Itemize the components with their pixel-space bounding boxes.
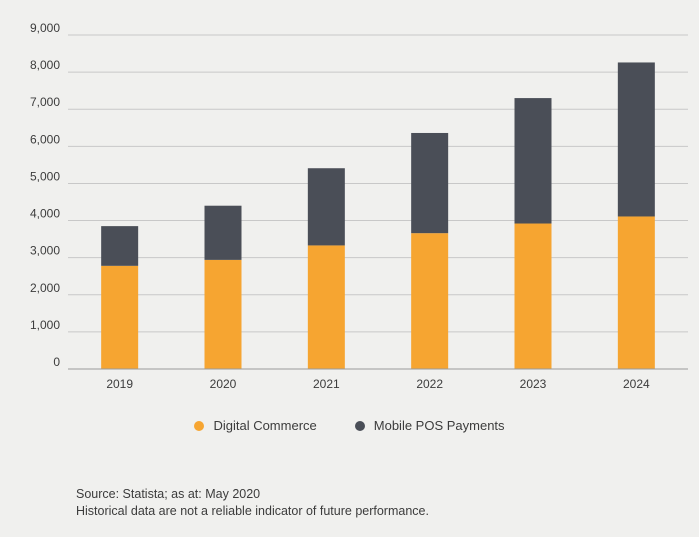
bar-digital-commerce-2022: [411, 233, 449, 369]
x-tick-label: 2021: [313, 377, 340, 391]
source-text: Source: Statista; as at: May 2020: [76, 487, 261, 501]
bars: [101, 62, 655, 369]
gridlines: [68, 34, 688, 333]
legend-swatch-mobile-pos: [354, 420, 365, 431]
bar-mobile-pos-2019: [101, 226, 139, 266]
y-tick-label: 5,000: [30, 169, 60, 183]
y-tick-label: 1,000: [30, 318, 60, 332]
y-tick-label: 8,000: [30, 58, 60, 72]
legend-item-digital-commerce: Digital Commerce: [194, 418, 317, 433]
bar-mobile-pos-2022: [411, 132, 449, 234]
bar-digital-commerce-2019: [101, 265, 139, 369]
y-tick-label: 2,000: [30, 281, 60, 295]
disclaimer-text: Historical data are not a reliable indic…: [76, 504, 429, 518]
x-tick-label: 2020: [210, 377, 237, 391]
legend: Digital Commerce Mobile POS Payments: [0, 418, 699, 433]
source-note: Source: Statista; as at: May 2020 Histor…: [76, 486, 429, 520]
legend-item-mobile-pos: Mobile POS Payments: [354, 418, 505, 433]
bar-digital-commerce-2021: [307, 245, 345, 369]
y-tick-label: 0: [53, 355, 60, 369]
x-tick-label: 2022: [416, 377, 443, 391]
legend-swatch-digital-commerce: [194, 420, 205, 431]
stacked-bar-chart: 0 1,000 2,000 3,000 4,000 5,000 6,000 7,000 8,00…: [30, 21, 688, 391]
bar-mobile-pos-2020: [204, 205, 242, 260]
bar-digital-commerce-2020: [204, 259, 242, 369]
x-tick-label: 2023: [520, 377, 547, 391]
y-tick-label: 3,000: [30, 244, 60, 258]
bar-mobile-pos-2021: [307, 168, 345, 246]
legend-label-digital-commerce: Digital Commerce: [213, 418, 317, 433]
x-tick-label: 2019: [106, 377, 133, 391]
y-axis-labels: 0 1,000 2,000 3,000 4,000 5,000 6,000 7,000 8,00…: [30, 21, 60, 369]
y-tick-label: 4,000: [30, 207, 60, 221]
bar-mobile-pos-2023: [514, 98, 552, 224]
bar-mobile-pos-2024: [617, 62, 655, 217]
y-tick-label: 9,000: [30, 21, 60, 35]
bar-digital-commerce-2023: [514, 223, 552, 369]
y-tick-label: 6,000: [30, 132, 60, 146]
bar-digital-commerce-2024: [617, 216, 655, 369]
legend-label-mobile-pos: Mobile POS Payments: [373, 418, 505, 433]
y-tick-label: 7,000: [30, 95, 60, 109]
x-tick-label: 2024: [623, 377, 650, 391]
x-axis-labels: 2019 2020 2021 2022 2023 2024: [106, 377, 650, 391]
